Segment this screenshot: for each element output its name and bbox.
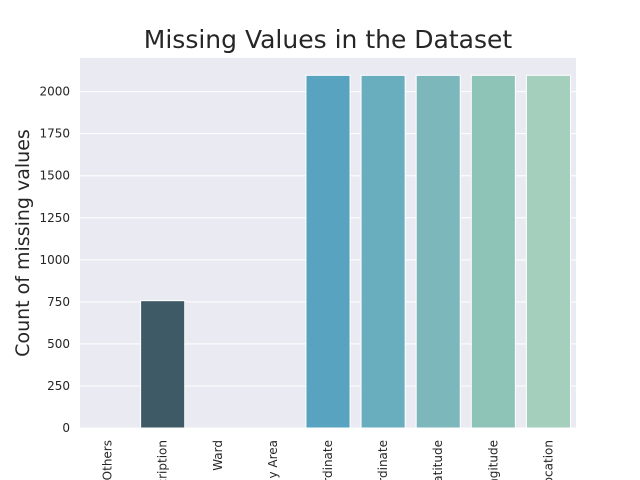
y-tick-label: 2000 [39,85,70,99]
y-tick-label: 1500 [39,169,70,183]
y-tick-label: 0 [62,421,70,435]
y-tick-label: 750 [47,295,70,309]
x-tick-label: atitude [431,440,445,480]
x-tick-label: rdinate [321,440,335,480]
bar [360,74,406,429]
x-tick-label: ngitude [486,440,500,480]
x-tick-label: rdinate [376,440,390,480]
x-tick-label: Ward [211,440,225,471]
bar [305,74,351,429]
x-tick-label: ocation [541,440,555,480]
bar [525,74,571,429]
y-tick-label: 1250 [39,211,70,225]
x-tick-labels: Others cription Ward y Area rdinate rdinate at… [101,440,556,480]
x-tick-label: y Area [266,440,280,479]
bar [140,300,186,429]
y-tick-label: 500 [47,337,70,351]
y-axis-label: Count of missing values [12,129,34,357]
x-tick-label: cription [156,440,170,480]
x-tick-label: Others [101,440,115,480]
y-tick-label: 1750 [39,127,70,141]
bars [140,74,571,429]
bar [470,74,516,429]
bar [415,74,461,429]
y-tick-labels: 0 250 500 750 1000 1250 1500 1750 2000 [39,85,70,435]
chart-title: Missing Values in the Dataset [144,25,513,54]
y-tick-label: 250 [47,379,70,393]
y-tick-label: 1000 [39,253,70,267]
